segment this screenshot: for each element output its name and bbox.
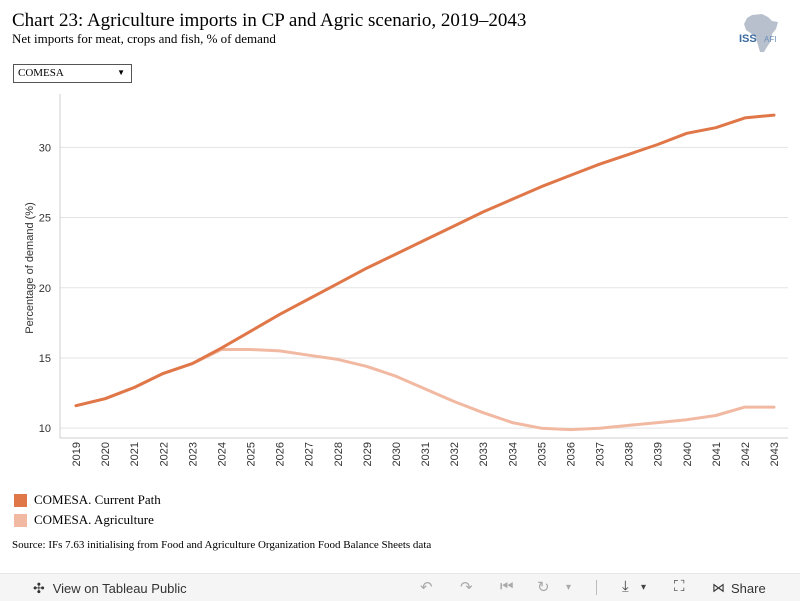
x-tick-label: 2041: [711, 442, 723, 466]
legend-label-agriculture: COMESA. Agriculture: [34, 512, 154, 527]
legend-label-current-path: COMESA. Current Path: [34, 492, 161, 507]
x-tick-label: 2026: [275, 442, 287, 466]
x-tick-label: 2039: [653, 442, 665, 466]
x-tick-label: 2033: [478, 442, 490, 466]
x-tick-label: 2022: [158, 442, 170, 466]
region-filter-dropdown[interactable]: COMESA ▼: [13, 64, 132, 83]
x-tick-label: 2034: [507, 442, 519, 466]
x-tick-label: 2036: [565, 442, 577, 466]
x-tick-label: 2020: [100, 442, 112, 466]
series-lines: [74, 113, 776, 432]
share-button[interactable]: ⋈ Share: [712, 580, 766, 596]
y-axis-ticks: 10 15 20 25 30: [39, 142, 51, 435]
x-tick-label: 2032: [449, 442, 461, 466]
y-tick-label: 25: [39, 213, 51, 225]
x-tick-label: 2035: [536, 442, 548, 466]
x-tick-label: 2042: [740, 442, 752, 466]
view-on-tableau-link[interactable]: ✣ View on Tableau Public: [33, 580, 187, 597]
series-line-comesa-agriculture: [74, 348, 776, 432]
x-tick-label: 2029: [362, 442, 374, 466]
y-tick-label: 20: [39, 283, 51, 295]
x-tick-label: 2023: [187, 442, 199, 466]
source-note: Source: IFs 7.63 initialising from Food …: [12, 539, 432, 551]
legend: COMESA. Current Path COMESA. Agriculture: [14, 490, 161, 530]
tableau-toolbar: ✣ View on Tableau Public ↶ ↷ ⏮ ↻ ▾ ⤓ ▾ ⛶…: [0, 573, 800, 601]
x-tick-label: 2030: [391, 442, 403, 466]
fullscreen-icon[interactable]: ⛶: [674, 578, 685, 595]
x-tick-label: 2031: [420, 442, 432, 466]
revert-icon[interactable]: ⏮: [500, 578, 514, 595]
x-tick-label: 2019: [71, 442, 83, 466]
x-tick-label: 2037: [595, 442, 607, 466]
legend-item-current-path[interactable]: COMESA. Current Path: [14, 490, 161, 510]
iss-africa-logo[interactable]: ISS AFI: [738, 12, 790, 56]
logo-text: ISS: [739, 33, 757, 45]
x-tick-label: 2043: [769, 442, 781, 466]
gridlines: [60, 146, 788, 429]
x-axis-ticks: 2019 2020 2021 2022 2023 2024 2025 2026 2027 2028…: [71, 442, 781, 466]
toolbar-divider: [596, 580, 597, 595]
x-tick-label: 2040: [682, 442, 694, 466]
chevron-down-icon: ▼: [117, 68, 125, 77]
legend-swatch-current-path: [14, 493, 27, 507]
x-tick-label: 2027: [304, 442, 316, 466]
y-tick-label: 30: [39, 142, 51, 154]
region-filter-value: COMESA: [18, 67, 64, 79]
x-tick-label: 2024: [216, 442, 228, 466]
y-tick-label: 15: [39, 353, 51, 365]
undo-icon[interactable]: ↶: [420, 579, 433, 596]
legend-item-agriculture[interactable]: COMESA. Agriculture: [14, 510, 161, 530]
x-tick-label: 2025: [246, 442, 258, 466]
logo-suffix: AFI: [764, 35, 776, 44]
series-line-comesa-current-path: [74, 113, 776, 408]
y-tick-label: 10: [39, 423, 51, 435]
x-tick-label: 2028: [333, 442, 345, 466]
download-icon[interactable]: ⤓: [622, 578, 629, 595]
chart-title: Chart 23: Agriculture imports in CP and …: [12, 10, 527, 31]
view-on-tableau-label: View on Tableau Public: [52, 581, 187, 596]
share-label: Share: [731, 580, 766, 596]
share-icon: ⋈: [712, 580, 725, 595]
refresh-icon[interactable]: ↻: [537, 579, 550, 596]
legend-swatch-agriculture: [14, 513, 27, 527]
download-menu-chevron-icon[interactable]: ▾: [641, 582, 647, 593]
redo-icon[interactable]: ↷: [460, 579, 473, 596]
y-axis-label: Percentage of demand (%): [24, 202, 36, 333]
tableau-logo-icon: ✣: [33, 580, 45, 596]
chart-subtitle: Net imports for meat, crops and fish, % …: [12, 31, 276, 46]
x-tick-label: 2021: [129, 442, 141, 466]
x-tick-label: 2038: [624, 442, 636, 466]
refresh-menu-chevron-icon[interactable]: ▾: [566, 582, 572, 593]
